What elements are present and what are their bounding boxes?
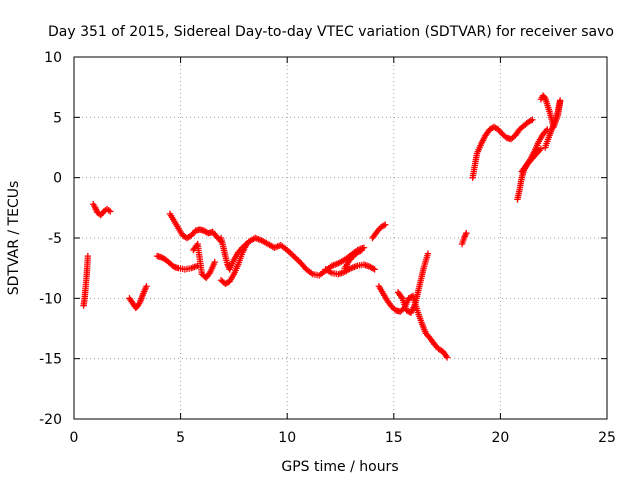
grid (74, 57, 607, 419)
series-seg6 (190, 240, 218, 282)
data-point (243, 240, 250, 248)
series-seg5 (166, 210, 225, 245)
series-seg10 (341, 246, 366, 272)
data-points (80, 92, 564, 361)
data-point (537, 145, 545, 152)
series-seg12 (375, 283, 451, 361)
y-tick-labels: -20 -15 -10 -5 0 5 10 (39, 50, 62, 428)
data-point (443, 354, 451, 361)
x-tick-label: 15 (385, 430, 403, 446)
series-seg2 (89, 201, 114, 219)
chart-title: Day 351 of 2015, Sidereal Day-to-day VTE… (48, 24, 614, 40)
data-point (556, 97, 564, 104)
series-seg3 (126, 283, 150, 312)
series-seg4 (153, 252, 201, 273)
x-tick-label: 10 (278, 430, 296, 446)
axis-ticks (73, 56, 608, 420)
series-seg17 (518, 126, 551, 175)
data-point (463, 229, 470, 237)
y-tick-label: 0 (53, 171, 62, 187)
x-tick-label: 5 (176, 430, 185, 446)
x-axis-label: GPS time / hours (281, 459, 398, 475)
series-seg11 (369, 221, 389, 242)
series-seg15 (469, 116, 536, 181)
data-point (424, 250, 432, 257)
y-tick-label: 10 (44, 50, 62, 66)
data-point (357, 247, 364, 255)
y-tick-label: 5 (53, 110, 62, 126)
data-point (211, 258, 218, 266)
series-seg8 (217, 240, 250, 288)
series-seg19 (541, 97, 564, 151)
y-tick-label: -5 (48, 231, 62, 247)
x-tick-label: 25 (598, 430, 616, 446)
data-point (107, 208, 114, 215)
data-point (369, 265, 377, 272)
data-point (382, 221, 389, 228)
data-point (371, 266, 378, 273)
y-tick-label: -15 (39, 352, 62, 368)
data-point (143, 283, 150, 290)
data-point (529, 116, 536, 123)
x-tick-label: 0 (70, 430, 79, 446)
series-seg16 (514, 145, 545, 203)
x-tick-label: 20 (491, 430, 509, 446)
data-point (380, 222, 388, 229)
series-seg9 (322, 261, 378, 278)
data-point (527, 117, 535, 124)
series-seg1 (80, 252, 92, 309)
data-point (358, 246, 366, 254)
y-tick-label: -20 (39, 412, 62, 428)
plot-frame (73, 56, 608, 420)
x-tick-labels: 0 5 10 15 20 25 (70, 430, 616, 446)
data-point (84, 252, 92, 260)
series-seg13 (394, 250, 432, 317)
y-axis-label: SDTVAR / TECUs (6, 181, 22, 296)
series-seg14 (458, 229, 470, 248)
y-tick-label: -10 (39, 291, 62, 307)
